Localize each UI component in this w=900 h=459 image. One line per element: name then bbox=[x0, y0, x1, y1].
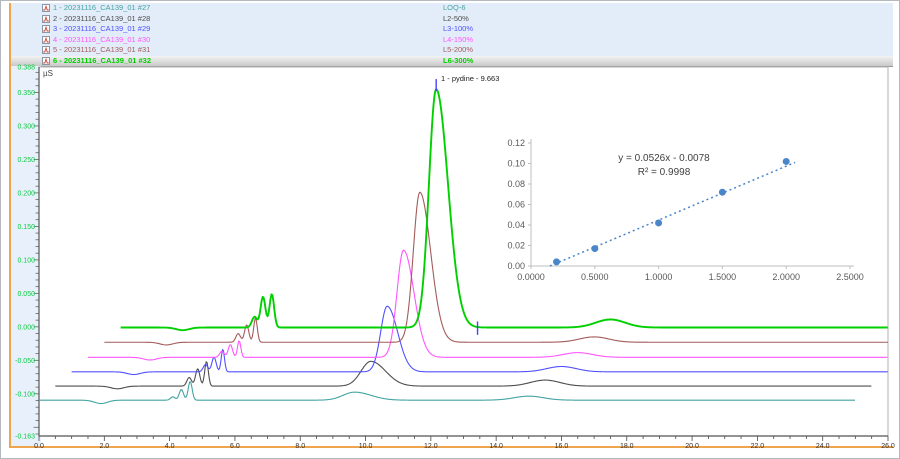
y-axis-tick-label: 0.300 bbox=[17, 123, 35, 130]
inset-data-point bbox=[591, 245, 599, 253]
injection-level: L4-150% bbox=[443, 34, 474, 44]
x-axis-tick-label: 18.0 bbox=[620, 443, 634, 450]
inset-x-tick-label: 1.5000 bbox=[709, 272, 737, 282]
inset-x-tick-label: 2.5000 bbox=[836, 272, 864, 282]
injection-level: L3-100% bbox=[443, 24, 474, 33]
x-axis-tick-label: 0.0 bbox=[34, 443, 44, 450]
x-axis-tick-label: 2.0 bbox=[99, 443, 109, 450]
injection-legend: 1 - 20231116_CA139_01 #27 LOQ-6 2 - 202311… bbox=[11, 3, 893, 67]
inset-data-point bbox=[718, 188, 726, 196]
x-axis-tick-label: 20.0 bbox=[685, 443, 699, 450]
injection-name: 2 - 20231116_CA139_01 #28 bbox=[53, 13, 151, 23]
inset-data-point bbox=[655, 219, 663, 227]
trace-L2-50% bbox=[55, 360, 872, 390]
x-axis-tick-label: 26.0 bbox=[881, 443, 895, 450]
injection-name: 3 - 20231116_CA139_01 #29 bbox=[53, 24, 151, 33]
y-axis-tick-label: 0.200 bbox=[17, 190, 35, 197]
y-axis-tick-label: -0.050 bbox=[15, 358, 35, 365]
x-axis-tick-label: 24.0 bbox=[816, 443, 830, 450]
inset-y-tick-label: 0.12 bbox=[507, 138, 525, 148]
y-axis-tick-label: 0.350 bbox=[17, 90, 35, 97]
injection-name: 5 - 20231116_CA139_01 #31 bbox=[53, 45, 151, 54]
y-axis-tick-label: 0.150 bbox=[17, 224, 35, 231]
chromatogram-icon bbox=[42, 14, 50, 23]
x-axis-tick-label: 14.0 bbox=[489, 443, 503, 450]
trendline-equation: y = 0.0526x - 0.0078 bbox=[618, 153, 710, 164]
trace-L5-200% bbox=[104, 191, 888, 346]
inset-x-tick-label: 1.0000 bbox=[645, 272, 673, 282]
legend-item-2[interactable]: 2 - 20231116_CA139_01 #28 L2-50% bbox=[11, 14, 893, 25]
chromatogram-icon bbox=[42, 56, 50, 65]
y-axis-tick-label: 0.250 bbox=[17, 157, 35, 164]
x-axis-tick-label: 16.0 bbox=[555, 443, 569, 450]
inset-y-tick-label: 0.02 bbox=[507, 241, 525, 251]
injection-level: L2-50% bbox=[443, 13, 469, 23]
inset-y-tick-label: 0.04 bbox=[507, 220, 525, 230]
inset-background bbox=[501, 114, 881, 292]
inset-data-point bbox=[782, 157, 790, 165]
y-axis-tick-label: -0.100 bbox=[15, 391, 35, 398]
injection-level: LOQ-6 bbox=[443, 3, 466, 12]
injection-name: 6 - 20231116_CA139_01 #32 bbox=[53, 55, 152, 65]
legend-item-4[interactable]: 4 - 20231116_CA139_01 #30 L4-150% bbox=[11, 35, 893, 46]
inset-x-tick-label: 2.0000 bbox=[772, 272, 800, 282]
injection-name: 4 - 20231116_CA139_01 #30 bbox=[53, 34, 151, 44]
y-axis-gutter bbox=[11, 66, 41, 446]
y-axis-tick-label: -0.163 bbox=[15, 434, 35, 441]
inset-data-point bbox=[553, 258, 561, 266]
y-axis-tick-label: 0.100 bbox=[17, 257, 35, 264]
peak-label: 1 - pydine - 9.663 bbox=[441, 74, 500, 83]
chromatogram-icon bbox=[42, 46, 50, 54]
chromatogram-icon bbox=[42, 4, 50, 12]
r-squared-value: R² = 0.9998 bbox=[637, 167, 691, 178]
x-axis-tick-label: 6.0 bbox=[230, 443, 240, 450]
y-axis-unit-label: µS bbox=[43, 69, 53, 78]
legend-item-5[interactable]: 5 - 20231116_CA139_01 #31 L5-200% bbox=[11, 45, 893, 56]
trace-LOQ-6 bbox=[39, 381, 856, 405]
inset-trendline bbox=[549, 161, 796, 267]
x-axis-tick-label: 12.0 bbox=[424, 443, 438, 450]
trace-L3-100% bbox=[71, 305, 888, 376]
inset-y-tick-label: 0.00 bbox=[507, 261, 525, 271]
y-axis-tick-label: 0.000 bbox=[17, 324, 35, 331]
injection-name: 1 - 20231116_CA139_01 #27 bbox=[53, 3, 151, 12]
legend-item-3[interactable]: 3 - 20231116_CA139_01 #29 L3-100% bbox=[11, 24, 893, 35]
x-axis-tick-label: 8.0 bbox=[295, 443, 305, 450]
inset-y-tick-label: 0.10 bbox=[507, 159, 525, 169]
legend-item-1[interactable]: 1 - 20231116_CA139_01 #27 LOQ-6 bbox=[11, 3, 893, 14]
inset-x-tick-label: 0.0000 bbox=[517, 272, 545, 282]
inset-y-tick-label: 0.06 bbox=[507, 200, 525, 210]
y-axis-tick-label: 0.388 bbox=[17, 65, 35, 72]
injection-level: L5-200% bbox=[443, 45, 474, 54]
chromatogram-icon bbox=[42, 35, 50, 44]
y-axis-tick-label: 0.050 bbox=[17, 291, 35, 298]
inset-y-tick-label: 0.08 bbox=[507, 179, 525, 189]
x-axis-tick-label: 22.0 bbox=[751, 443, 765, 450]
calibration-curve-inset: 0.00 0.02 0.04 0.06 0.08 0.10 0.12 0.0000 0.5000… bbox=[501, 114, 881, 292]
trace-L4-150% bbox=[87, 249, 888, 361]
x-axis-tick-label: 10.0 bbox=[359, 443, 373, 450]
injection-level: L6-300% bbox=[443, 55, 474, 65]
inset-x-tick-label: 0.5000 bbox=[581, 272, 609, 282]
x-axis-tick-label: 4.0 bbox=[165, 443, 175, 450]
trace-L6-300% bbox=[120, 88, 888, 332]
chromatogram-icon bbox=[42, 25, 50, 33]
